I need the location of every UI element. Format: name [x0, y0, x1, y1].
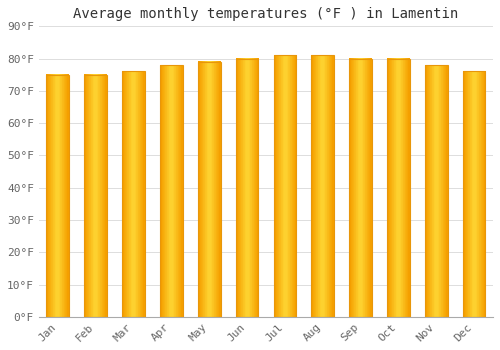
Title: Average monthly temperatures (°F ) in Lamentin: Average monthly temperatures (°F ) in La… [74, 7, 458, 21]
Bar [198, 62, 220, 317]
Bar [312, 55, 334, 317]
Bar [274, 55, 296, 317]
Bar [84, 75, 107, 317]
Bar [387, 58, 410, 317]
Bar [349, 58, 372, 317]
Bar [122, 71, 145, 317]
Bar [236, 58, 258, 317]
Bar [463, 71, 485, 317]
Bar [46, 75, 69, 317]
Bar [425, 65, 448, 317]
Bar [160, 65, 182, 317]
